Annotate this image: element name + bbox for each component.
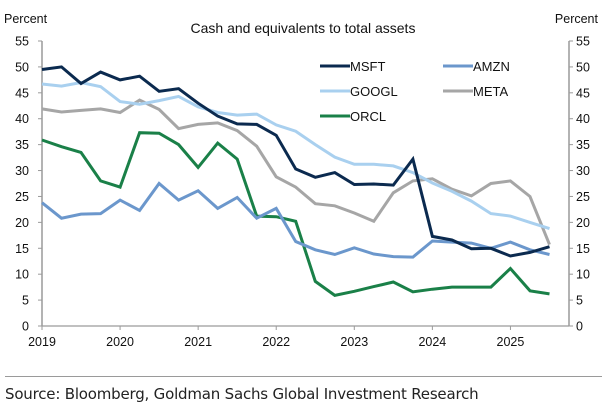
x-tick-label: 2021 bbox=[184, 335, 212, 349]
legend-label: MSFT bbox=[350, 59, 385, 74]
series-line-msft bbox=[41, 65, 550, 258]
y-tick-label-right: 15 bbox=[576, 242, 590, 256]
y-tick-label-left: 15 bbox=[15, 242, 29, 256]
source-separator bbox=[5, 376, 602, 377]
y-tick-label-right: 5 bbox=[576, 294, 583, 308]
y-tick-label-left: 40 bbox=[15, 112, 29, 126]
series-line-amzn bbox=[41, 181, 550, 259]
y-tick-label-right: 35 bbox=[576, 138, 590, 152]
legend: MSFT AMZN GOOGL META ORCL bbox=[320, 59, 510, 124]
legend-item-googl: GOOGL bbox=[320, 84, 398, 99]
source-note: Source: Bloomberg, Goldman Sachs Global … bbox=[5, 385, 479, 403]
y-tick-label-left: 35 bbox=[15, 138, 29, 152]
x-tick-label: 2022 bbox=[262, 335, 290, 349]
x-tick-label: 2023 bbox=[340, 335, 368, 349]
series-line-meta bbox=[41, 98, 551, 246]
legend-label: ORCL bbox=[350, 109, 386, 124]
legend-item-meta: META bbox=[443, 84, 508, 99]
y-tick-label-right: 45 bbox=[576, 86, 590, 100]
series-layer bbox=[41, 65, 551, 298]
legend-item-msft: MSFT bbox=[320, 59, 385, 74]
x-tick-label: 2025 bbox=[497, 335, 525, 349]
chart-title: Cash and equivalents to total assets bbox=[191, 20, 416, 36]
series-line-googl bbox=[41, 80, 550, 231]
y-tick-label-right: 40 bbox=[576, 112, 590, 126]
y-tick-label-left: 45 bbox=[15, 86, 29, 100]
y-tick-label-right: 50 bbox=[576, 60, 590, 74]
y-tick-label-left: 30 bbox=[15, 164, 29, 178]
y-tick-label-right: 55 bbox=[576, 35, 590, 49]
x-tick-label: 2024 bbox=[418, 335, 446, 349]
y-axis-title-left: Percent bbox=[4, 12, 48, 26]
y-tick-label-left: 0 bbox=[22, 320, 29, 334]
legend-label: AMZN bbox=[473, 59, 510, 74]
y-tick-label-right: 25 bbox=[576, 190, 590, 204]
y-tick-label-right: 20 bbox=[576, 216, 590, 230]
x-tick-label: 2020 bbox=[106, 335, 134, 349]
y-tick-label-left: 20 bbox=[15, 216, 29, 230]
legend-item-orcl: ORCL bbox=[320, 109, 386, 124]
y-tick-label-right: 0 bbox=[576, 320, 583, 334]
line-chart: Cash and equivalents to total assets Per… bbox=[4, 12, 599, 350]
x-tick-label: 2019 bbox=[28, 335, 56, 349]
y-axis-title-right: Percent bbox=[555, 12, 599, 26]
legend-label: META bbox=[473, 84, 508, 99]
legend-item-amzn: AMZN bbox=[443, 59, 510, 74]
y-tick-label-left: 10 bbox=[15, 268, 29, 282]
series-line-orcl bbox=[41, 131, 550, 298]
legend-label: GOOGL bbox=[350, 84, 398, 99]
y-tick-label-right: 10 bbox=[576, 268, 590, 282]
y-tick-label-left: 50 bbox=[15, 60, 29, 74]
y-tick-label-left: 5 bbox=[22, 294, 29, 308]
y-tick-label-left: 25 bbox=[15, 190, 29, 204]
y-tick-label-right: 30 bbox=[576, 164, 590, 178]
y-tick-label-left: 55 bbox=[15, 35, 29, 49]
